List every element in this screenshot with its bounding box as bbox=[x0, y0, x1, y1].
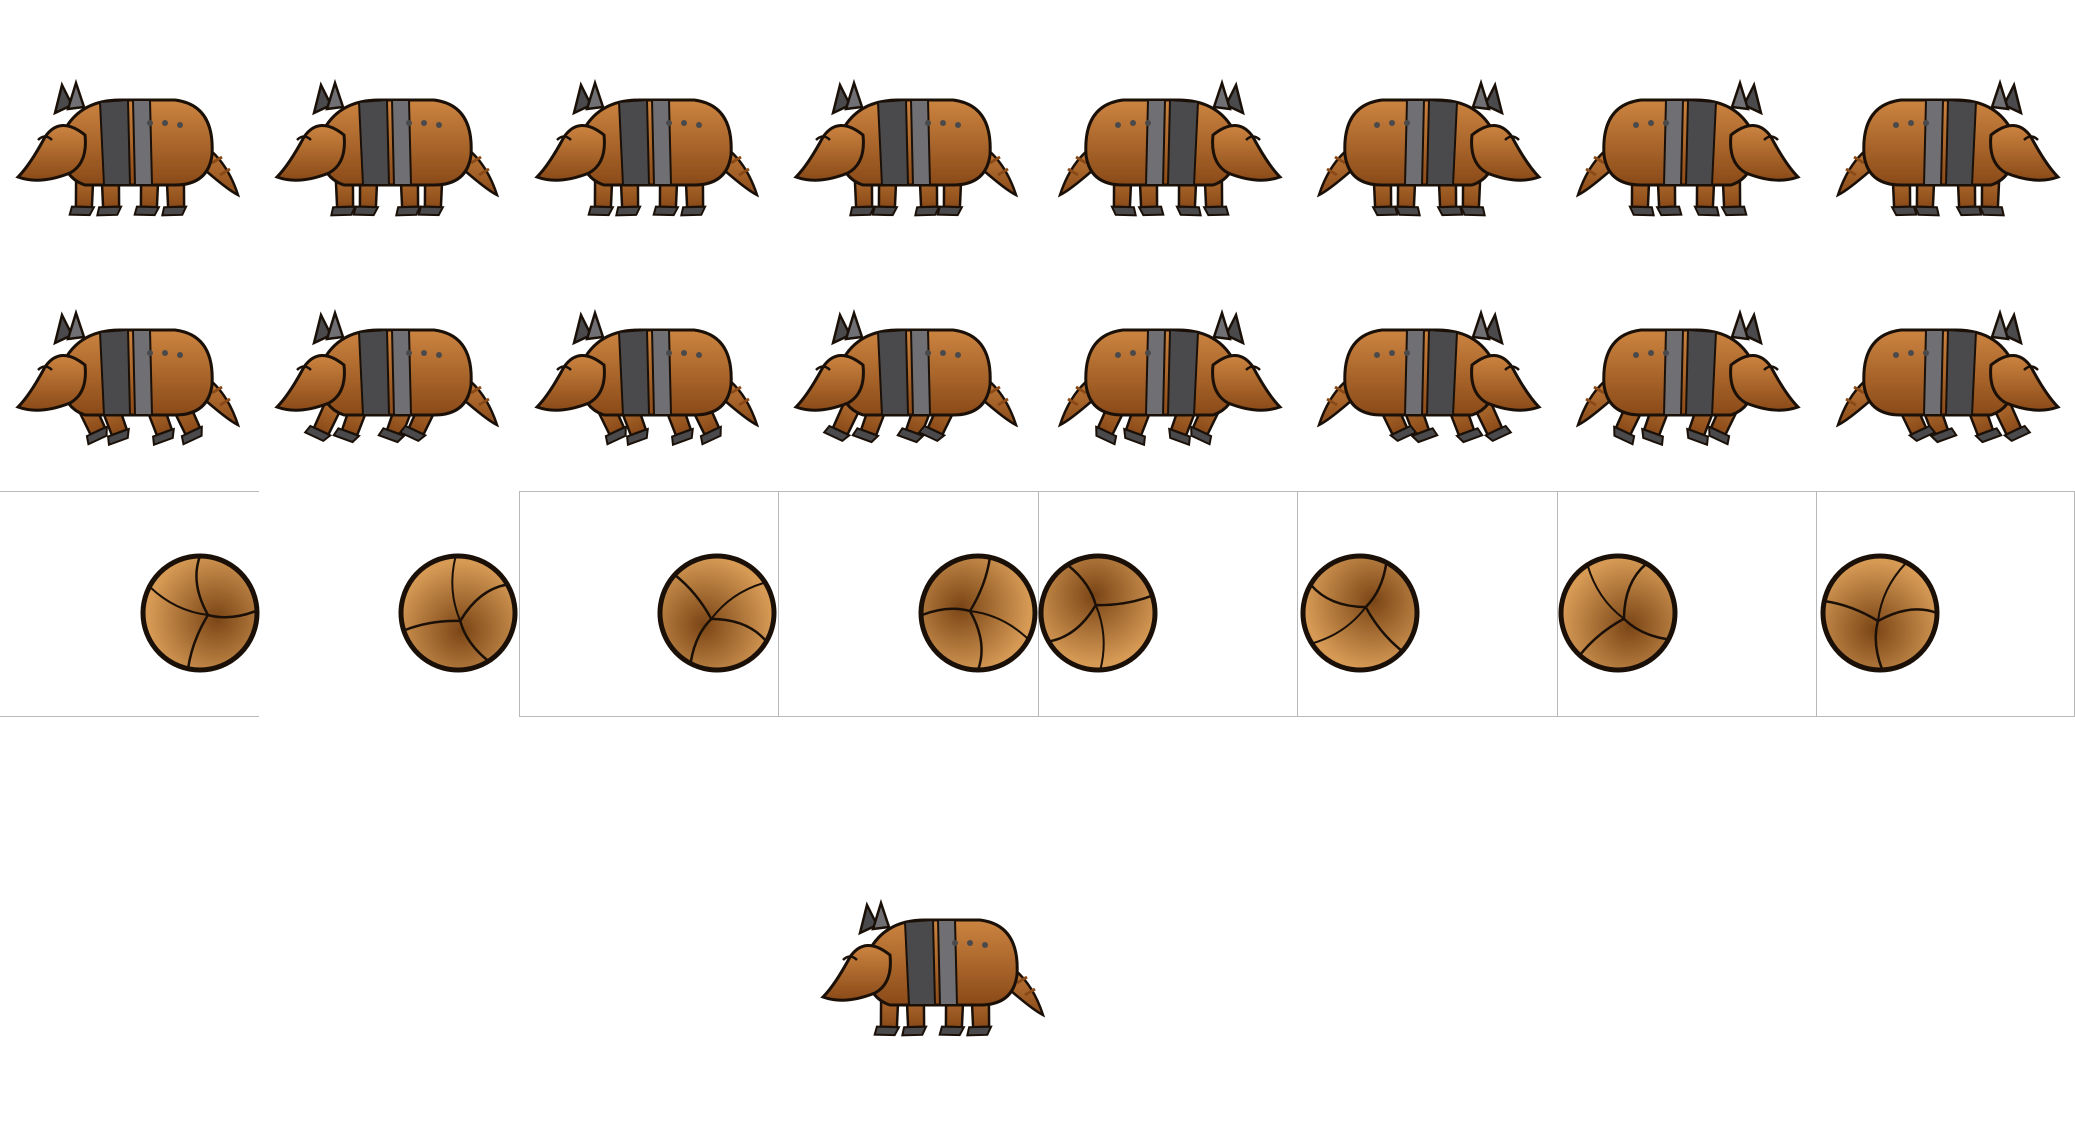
run-frame bbox=[778, 275, 1038, 495]
roll-row-top-edge bbox=[0, 491, 259, 492]
walk-frame bbox=[1816, 45, 2075, 265]
run-frame bbox=[0, 275, 260, 495]
roll-frame bbox=[1750, 503, 2010, 723]
run-frame bbox=[519, 275, 779, 495]
roll-frame bbox=[1230, 503, 1490, 723]
run-frame bbox=[1816, 275, 2075, 495]
walk-frame bbox=[778, 45, 1038, 265]
roll-frame bbox=[848, 503, 1108, 723]
walk-frame bbox=[1038, 45, 1298, 265]
run-frame bbox=[1556, 275, 1816, 495]
roll-frame bbox=[968, 503, 1228, 723]
roll-frame bbox=[70, 503, 330, 723]
walk-frame bbox=[519, 45, 779, 265]
roll-frame bbox=[1488, 503, 1748, 723]
walk-frame bbox=[1556, 45, 1816, 265]
walk-frame bbox=[0, 45, 260, 265]
run-frame bbox=[1297, 275, 1557, 495]
run-frame bbox=[259, 275, 519, 495]
idle-frame bbox=[805, 865, 1065, 1085]
run-frame bbox=[1038, 275, 1298, 495]
roll-frame bbox=[328, 503, 588, 723]
roll-row-bottom-edge bbox=[0, 716, 259, 717]
roll-frame bbox=[587, 503, 847, 723]
walk-frame bbox=[1297, 45, 1557, 265]
walk-frame bbox=[259, 45, 519, 265]
